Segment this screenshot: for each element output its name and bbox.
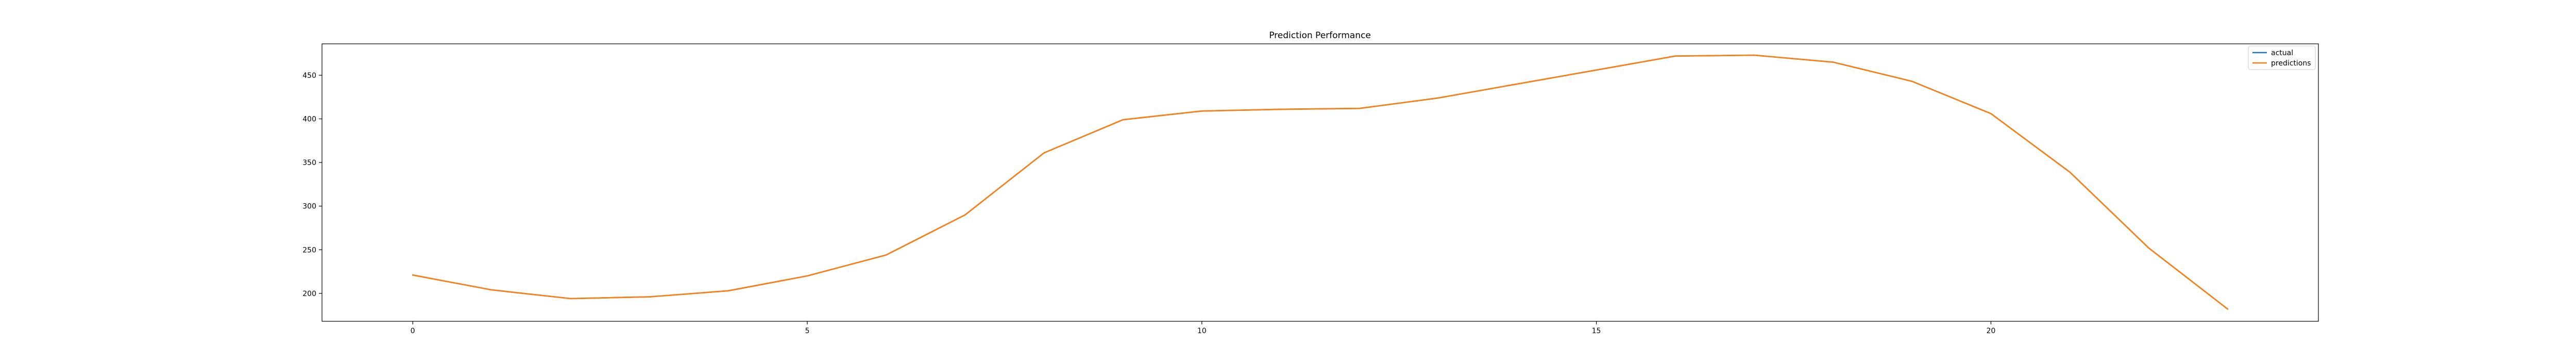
chart-title: Prediction Performance (1269, 30, 1371, 41)
y-tick-label: 350 (302, 159, 316, 167)
y-tick-label: 300 (302, 203, 316, 211)
x-tick-label: 20 (1986, 327, 1995, 335)
x-tick-label: 15 (1592, 327, 1601, 335)
legend-label-predictions: predictions (2271, 59, 2311, 68)
y-tick-label: 400 (302, 115, 316, 123)
x-tick-label: 10 (1197, 327, 1207, 335)
y-tick-label: 250 (302, 246, 316, 254)
plot-frame (321, 43, 2319, 322)
series-line-actual (412, 54, 2229, 310)
y-tick-label: 450 (302, 72, 316, 80)
series-line-predictions (412, 54, 2229, 310)
x-tick-label: 0 (411, 327, 415, 335)
legend-box (2248, 45, 2316, 70)
legend-label-actual: actual (2271, 49, 2293, 57)
x-tick-label: 5 (805, 327, 809, 335)
y-tick-label: 200 (302, 290, 316, 298)
